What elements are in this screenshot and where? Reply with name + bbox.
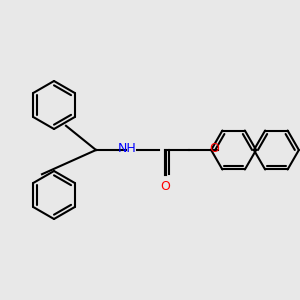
Text: NH: NH xyxy=(118,142,137,155)
Text: O: O xyxy=(160,180,170,193)
Text: O: O xyxy=(210,142,219,155)
